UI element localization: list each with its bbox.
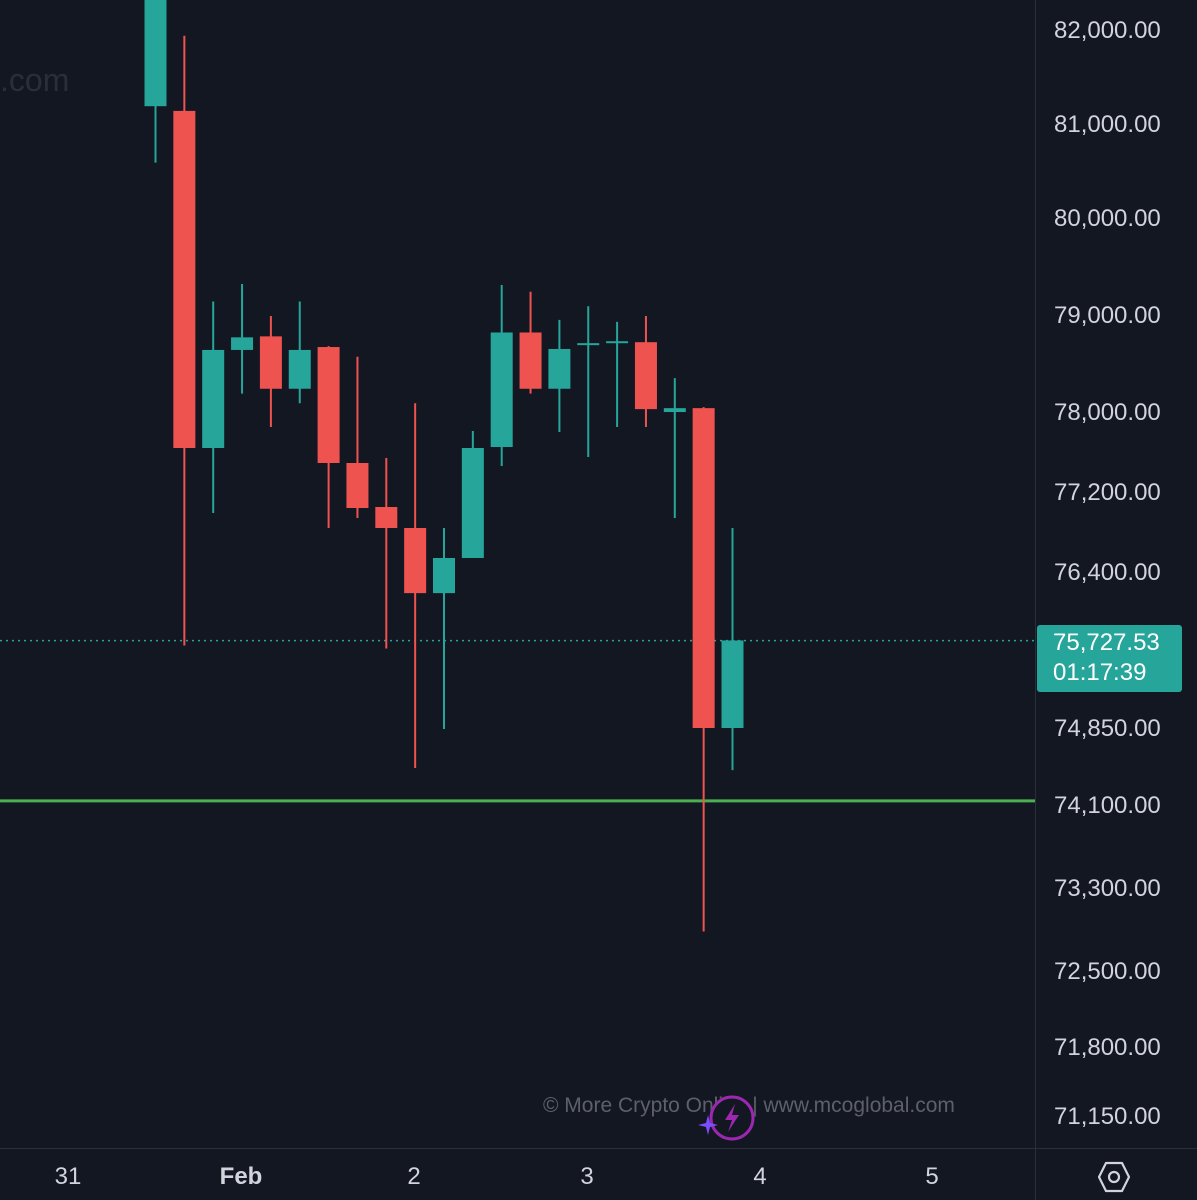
candle[interactable] — [519, 291, 542, 394]
candle-body-up — [606, 341, 629, 344]
candle[interactable] — [259, 316, 282, 427]
price-tick-label: 74,100.00 — [1054, 792, 1161, 819]
candle-body-down — [173, 110, 196, 449]
candle-body-up — [288, 349, 311, 389]
candle-body-up — [461, 448, 484, 558]
candle[interactable] — [346, 356, 369, 518]
time-axis[interactable]: 31 Feb 2 3 4 5 — [0, 1148, 1035, 1200]
price-tick-label: 80,000.00 — [1054, 205, 1161, 232]
candle[interactable] — [231, 283, 254, 394]
price-tick-label: 81,000.00 — [1054, 111, 1161, 138]
candle-body-up — [433, 558, 455, 594]
price-tick-label: 71,800.00 — [1054, 1034, 1161, 1061]
candle[interactable] — [404, 403, 427, 769]
candle[interactable] — [692, 407, 715, 932]
candle[interactable] — [490, 284, 513, 466]
candle-body-down — [259, 336, 282, 389]
price-tick-label: 73,300.00 — [1054, 875, 1161, 902]
candle[interactable] — [317, 346, 340, 528]
candle-countdown-label: 01:17:39 — [1053, 659, 1147, 686]
candle-body-down — [519, 332, 542, 389]
time-tick-label: 3 — [580, 1163, 594, 1190]
price-axis[interactable]: 82,000.00 81,000.00 80,000.00 79,000.00 78,0… — [1035, 0, 1197, 1148]
brand-ghost-text: .com — [0, 62, 70, 98]
price-tick-label: 82,000.00 — [1054, 17, 1161, 44]
current-price-badge: 75,727.53 01:17:39 — [1037, 625, 1182, 692]
candle[interactable] — [202, 301, 225, 513]
candle[interactable] — [577, 306, 600, 457]
candle-body-down — [692, 408, 715, 728]
price-tick-label: 71,150.00 — [1054, 1103, 1161, 1130]
candle[interactable] — [173, 35, 196, 646]
time-tick-label: Feb — [219, 1163, 263, 1190]
candle[interactable] — [606, 321, 629, 427]
time-tick-label: 2 — [407, 1163, 421, 1190]
candle[interactable] — [461, 431, 484, 558]
candle-body-down — [317, 347, 340, 463]
candle-body-up — [663, 408, 686, 413]
candle-body-up — [231, 337, 254, 350]
price-tick-label: 72,500.00 — [1054, 958, 1161, 985]
time-tick-label: 5 — [925, 1163, 939, 1190]
time-tick-label: 31 — [54, 1163, 82, 1190]
candle-body-down — [375, 507, 398, 528]
price-tick-label: 78,000.00 — [1054, 399, 1161, 426]
time-tick-label: 4 — [753, 1163, 767, 1190]
candle[interactable] — [144, 0, 167, 163]
price-tick-label: 77,200.00 — [1054, 479, 1161, 506]
candle-body-up — [577, 343, 600, 346]
candle-body-down — [346, 463, 369, 508]
candle-body-up — [721, 640, 744, 728]
candle-body-up — [144, 0, 167, 107]
candle-body-down — [404, 528, 427, 594]
candle[interactable] — [721, 528, 744, 771]
settings-hexagon-icon[interactable] — [1097, 1160, 1131, 1194]
price-tick-label: 79,000.00 — [1054, 302, 1161, 329]
candlestick-plot[interactable] — [0, 0, 1035, 1148]
candle-body-up — [202, 349, 225, 448]
price-tick-label: 76,400.00 — [1054, 559, 1161, 586]
axis-corner — [1035, 1148, 1197, 1200]
chart-area[interactable]: .com © More Crypto Online | www.mcogloba… — [0, 0, 1035, 1148]
candle[interactable] — [433, 528, 455, 729]
price-tick-label: 74,850.00 — [1054, 715, 1161, 742]
candle[interactable] — [663, 378, 686, 518]
lightning-logo-icon — [698, 1095, 755, 1141]
candle-body-up — [490, 332, 513, 447]
candle[interactable] — [375, 458, 398, 649]
current-price-label: 75,727.53 — [1053, 629, 1160, 656]
candle[interactable] — [548, 319, 571, 432]
candle-body-down — [634, 342, 657, 410]
candle[interactable] — [634, 316, 657, 427]
candle[interactable] — [288, 301, 311, 404]
candle-body-up — [548, 348, 571, 389]
